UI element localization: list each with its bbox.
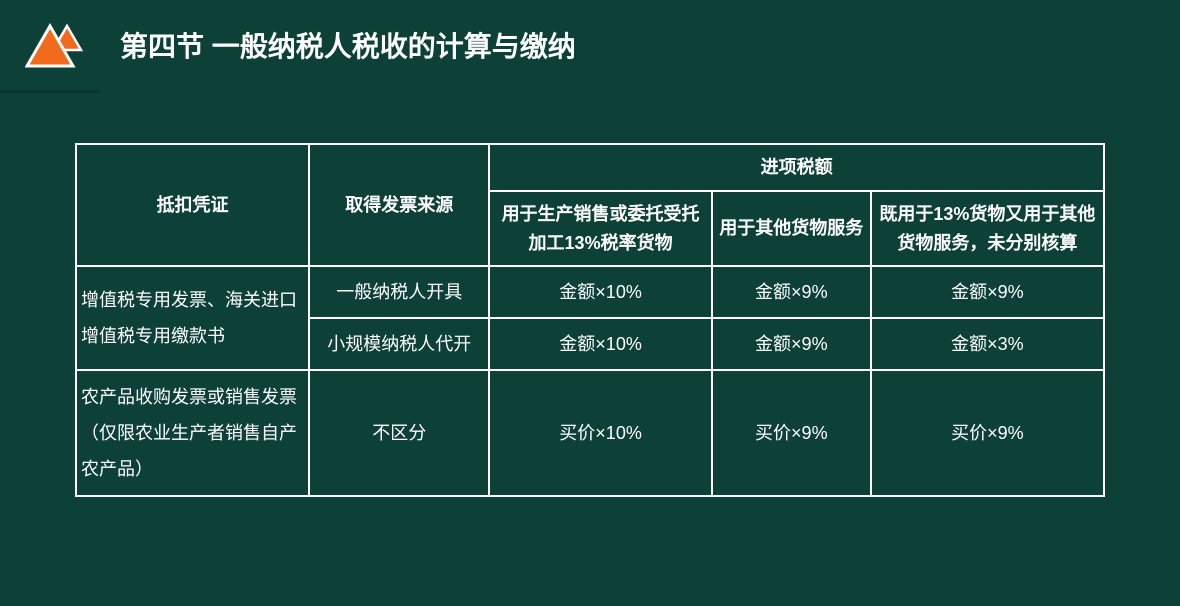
cell-c2: 金额×9%	[712, 266, 871, 318]
slide-header: 第四节 一般纳税人税收的计算与缴纳	[0, 0, 1180, 90]
cell-voucher: 增值税专用发票、海关进口增值税专用缴款书	[76, 266, 309, 370]
table-row: 农产品收购发票或销售发票（仅限农业生产者销售自产农产品） 不区分 买价×10% …	[76, 370, 1104, 496]
cell-c1: 金额×10%	[489, 266, 712, 318]
table-container: 抵扣凭证 取得发票来源 进项税额 用于生产销售或委托受托加工13%税率货物 用于…	[0, 93, 1180, 497]
th-input-tax: 进项税额	[489, 144, 1104, 191]
triangle-logo-icon	[25, 20, 90, 70]
th-source: 取得发票来源	[309, 144, 489, 266]
cell-c3: 金额×3%	[871, 318, 1104, 370]
cell-source: 一般纳税人开具	[309, 266, 489, 318]
cell-source: 不区分	[309, 370, 489, 496]
th-voucher: 抵扣凭证	[76, 144, 309, 266]
slide-title: 第四节 一般纳税人税收的计算与缴纳	[120, 25, 576, 65]
cell-source: 小规模纳税人代开	[309, 318, 489, 370]
cell-c2: 金额×9%	[712, 318, 871, 370]
cell-c1: 买价×10%	[489, 370, 712, 496]
th-c1: 用于生产销售或委托受托加工13%税率货物	[489, 191, 712, 267]
cell-c3: 买价×9%	[871, 370, 1104, 496]
table-row: 增值税专用发票、海关进口增值税专用缴款书 一般纳税人开具 金额×10% 金额×9…	[76, 266, 1104, 318]
th-c2: 用于其他货物服务	[712, 191, 871, 267]
cell-voucher: 农产品收购发票或销售发票（仅限农业生产者销售自产农产品）	[76, 370, 309, 496]
th-c3: 既用于13%货物又用于其他货物服务，未分别核算	[871, 191, 1104, 267]
tax-table: 抵扣凭证 取得发票来源 进项税额 用于生产销售或委托受托加工13%税率货物 用于…	[75, 143, 1105, 497]
cell-c1: 金额×10%	[489, 318, 712, 370]
cell-c3: 金额×9%	[871, 266, 1104, 318]
cell-c2: 买价×9%	[712, 370, 871, 496]
